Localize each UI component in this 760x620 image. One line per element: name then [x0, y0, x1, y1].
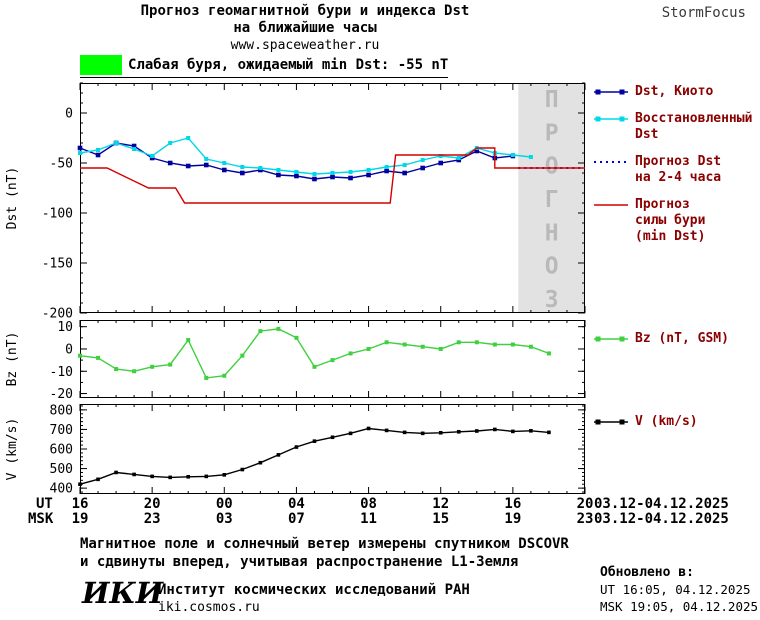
legend-bz-label: Bz (nT, GSM): [635, 331, 729, 346]
svg-text:-20: -20: [50, 387, 73, 402]
updated-msk-time: MSK 19:05, 04.12.2025: [600, 599, 759, 614]
ut-axis-label: UT: [36, 496, 53, 512]
website-url: www.spaceweather.ru: [230, 38, 380, 53]
svg-text:V (km/s): V (km/s): [5, 418, 20, 481]
storm-level-badge: Слабая буря, ожидаемый min Dst: -55 nT: [80, 55, 449, 78]
bz-chart: 10 0 -10 -20 Bz (nT): [5, 320, 586, 402]
x-tick-msk: 03: [215, 511, 233, 527]
svg-text:800: 800: [50, 403, 73, 418]
reconstructed-dst-line-sample: [594, 116, 628, 122]
svg-text:О: О: [545, 154, 559, 180]
svg-text:-10: -10: [50, 365, 73, 380]
legend-reconstructed-line1: Восстановленный: [635, 111, 753, 126]
storm-level-label: Слабая буря, ожидаемый min Dst: -55 nT: [128, 57, 449, 73]
institute-name: Институт космических исследований РАН: [158, 582, 470, 598]
data-source-note-line2: и сдвинуты вперед, учитывая распростране…: [80, 554, 519, 570]
legend-dst-kyoto-label: Dst, Киото: [635, 84, 714, 99]
msk-date-range: 03.12-04.12.2025: [594, 511, 729, 527]
legend-forecast-dst: Прогноз Dst на 2-4 часа: [593, 154, 752, 186]
x-axis-msk-row: MSK 03.12-04.12.2025 19 23 03 07 11 15 19 23: [0, 512, 760, 527]
svg-text:-50: -50: [50, 157, 73, 172]
v-legend: V (km/s): [593, 414, 698, 441]
legend-v-label: V (km/s): [635, 414, 698, 429]
x-tick-msk: 19: [71, 511, 89, 527]
legend-dst-kyoto: Dst, Киото: [593, 84, 752, 100]
x-tick-msk: 07: [287, 511, 305, 527]
legend-forecast-dst-line2: на 2-4 часа: [635, 170, 722, 185]
x-tick-ut: 00: [215, 496, 233, 512]
title-line1: Прогноз геомагнитной бури и индекса Dst: [140, 3, 470, 19]
svg-text:10: 10: [57, 320, 73, 335]
updated-block: Обновлено в: UT 16:05, 04.12.2025 MSK 19…: [600, 564, 758, 615]
svg-text:-150: -150: [42, 257, 73, 272]
page-title: Прогноз геомагнитной бури и индекса Dst …: [55, 3, 555, 54]
dst-kyoto-line-sample: [594, 89, 628, 95]
legend-storm-strength-line1: Прогноз: [635, 197, 690, 212]
x-tick-msk: 23: [143, 511, 161, 527]
legend-storm-strength: Прогноз силы бури (min Dst): [593, 197, 752, 245]
legend-storm-strength-line2: силы бури: [635, 213, 706, 228]
svg-text:600: 600: [50, 443, 73, 458]
x-tick-ut: 08: [360, 496, 377, 512]
svg-text:0: 0: [65, 107, 73, 122]
storm-strength-line-sample: [594, 204, 628, 206]
iki-logo: ИКИ: [82, 576, 164, 610]
updated-ut-time: UT 16:05, 04.12.2025: [600, 582, 751, 597]
x-tick-msk: 23: [576, 511, 594, 527]
x-tick-msk: 11: [360, 511, 377, 527]
svg-text:Bz (nT): Bz (nT): [5, 332, 20, 387]
legend-v: V (km/s): [593, 414, 698, 430]
forecast-dst-dotted-line-sample: [594, 161, 628, 163]
svg-text:-200: -200: [42, 307, 73, 322]
svg-text:500: 500: [50, 462, 73, 477]
storm-level-color-box: [80, 55, 122, 75]
svg-text:Dst (nT): Dst (nT): [5, 167, 20, 230]
x-tick-ut: 16: [504, 496, 522, 512]
svg-text:Г: Г: [545, 187, 559, 213]
x-tick-ut: 12: [432, 496, 450, 512]
svg-text:Н: Н: [545, 220, 559, 246]
svg-text:700: 700: [50, 423, 73, 438]
title-line2: на ближайшие часы: [233, 20, 377, 36]
updated-header: Обновлено в:: [600, 565, 694, 580]
legend-forecast-dst-line1: Прогноз Dst: [635, 154, 722, 169]
svg-text:О: О: [545, 254, 559, 280]
bz-line-sample: [594, 336, 628, 342]
data-source-note-line1: Магнитное поле и солнечный ветер измерен…: [80, 536, 569, 552]
svg-text:-100: -100: [42, 207, 73, 222]
legend-bz: Bz (nT, GSM): [593, 331, 729, 347]
x-tick-msk: 15: [432, 511, 450, 527]
svg-text:Р: Р: [545, 120, 559, 146]
svg-text:400: 400: [50, 482, 73, 497]
ut-date-range: 03.12-04.12.2025: [594, 496, 729, 512]
svg-text:П: П: [545, 87, 559, 113]
svg-text:0: 0: [65, 342, 73, 357]
legend-storm-strength-line3: (min Dst): [635, 229, 706, 244]
x-tick-ut: 20: [576, 496, 594, 512]
v-chart: 800 700 600 500 400 V (km/s): [5, 403, 586, 497]
x-tick-ut: 04: [287, 496, 305, 512]
v-line-sample: [594, 419, 628, 425]
x-tick-ut: 20: [143, 496, 161, 512]
x-tick-msk: 19: [504, 511, 522, 527]
x-tick-ut: 16: [71, 496, 89, 512]
brand-label: StormFocus: [661, 5, 746, 21]
bz-legend: Bz (nT, GSM): [593, 331, 729, 358]
legend-reconstructed-dst: Восстановленный Dst: [593, 111, 752, 143]
msk-axis-label: MSK: [28, 511, 54, 527]
dst-legend: Dst, Киото Восстановленный Dst Прогноз D…: [593, 84, 752, 256]
institute-url: iki.cosmos.ru: [158, 600, 260, 615]
x-axis-ut-row: UT 03.12-04.12.2025 16 20 00 04 08 12 16 20: [0, 497, 760, 512]
legend-reconstructed-line2: Dst: [635, 127, 659, 142]
svg-text:З: З: [545, 287, 559, 313]
